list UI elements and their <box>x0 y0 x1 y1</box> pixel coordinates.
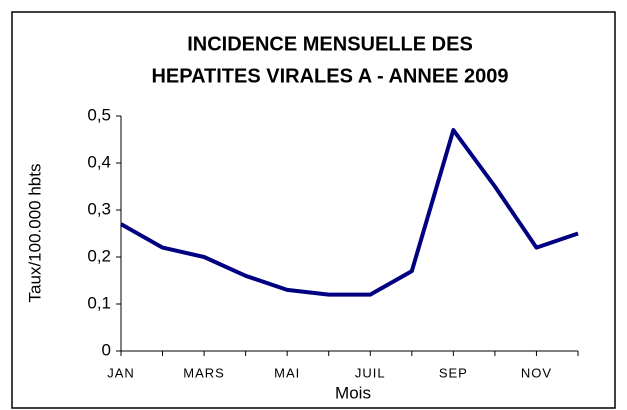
chart-title: INCIDENCE MENSUELLE DES <box>187 33 473 55</box>
y-axis-label: Taux/100.000 hbts <box>25 164 44 303</box>
x-tick-label: JUIL <box>355 365 386 380</box>
y-tick-label: 0,4 <box>87 152 111 171</box>
y-tick-label: 0 <box>102 340 111 359</box>
x-axis-label: Mois <box>335 383 371 402</box>
x-tick-label: MAI <box>274 365 300 380</box>
x-tick-label: MARS <box>183 365 225 380</box>
y-tick-label: 0,3 <box>87 199 111 218</box>
chart-title: HEPATITES VIRALES A - ANNEE 2009 <box>151 65 508 87</box>
data-line <box>120 128 579 297</box>
x-tick-label: NOV <box>521 365 552 380</box>
y-tick-label: 0,2 <box>87 246 111 265</box>
y-tick-label: 0,5 <box>87 105 111 124</box>
chart-frame <box>11 11 616 409</box>
y-tick-label: 0,1 <box>87 293 111 312</box>
x-tick-label: SEP <box>439 365 468 380</box>
x-tick-label: JAN <box>107 365 135 380</box>
